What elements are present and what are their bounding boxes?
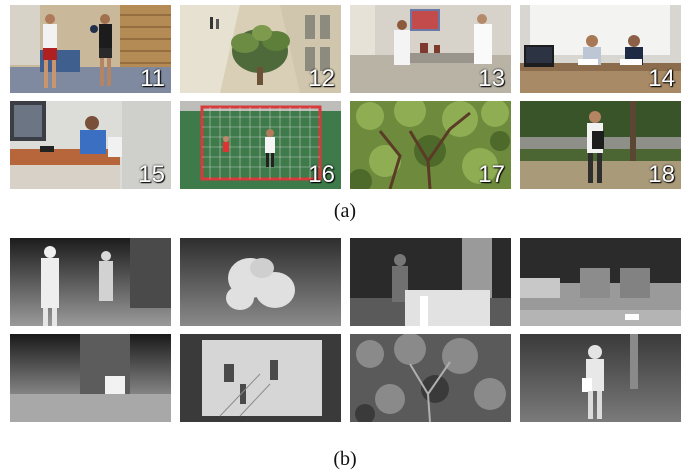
scene-number-17: 17 [478,161,505,188]
depth-map-17 [350,334,511,422]
scene-17-photo [350,101,511,189]
caption-a: (a) [333,200,357,222]
depth-14-render [520,238,681,326]
depth-18-render [520,334,681,422]
depth-map-11 [10,238,171,326]
scene-number-18: 18 [648,161,675,188]
scene-15-photo [10,101,171,189]
scene-15-image: 15 [10,101,171,189]
scene-13-photo [350,5,511,93]
scene-number-15: 15 [138,161,165,188]
scene-11-image: 11 [10,5,171,93]
scene-13-image: 13 [350,5,511,93]
scene-14-image: 14 [520,5,681,93]
scene-number-14: 14 [648,65,675,92]
depth-15-render [10,334,171,422]
depth-map-12 [180,238,341,326]
depth-map-18 [520,334,681,422]
scene-11-photo [10,5,171,93]
depth-12-render [180,238,341,326]
scene-18-image: 18 [520,101,681,189]
scene-number-13: 13 [478,65,505,92]
scene-grid-rgb: 11 12 [10,5,681,189]
scene-12-photo [180,5,341,93]
scene-12-image: 12 [180,5,341,93]
scene-number-11: 11 [140,65,165,92]
scene-16-image: 16 [180,101,341,189]
scene-16-photo [180,101,341,189]
scene-14-photo [520,5,681,93]
depth-map-14 [520,238,681,326]
depth-map-13 [350,238,511,326]
depth-11-render [10,238,171,326]
scene-17-image: 17 [350,101,511,189]
scene-18-photo [520,101,681,189]
caption-b: (b) [333,448,357,470]
scene-number-12: 12 [308,65,335,92]
depth-map-15 [10,334,171,422]
depth-17-render [350,334,511,422]
scene-number-16: 16 [308,161,335,188]
depth-16-render [180,334,341,422]
depth-grid [10,238,681,422]
depth-13-render [350,238,511,326]
depth-map-16 [180,334,341,422]
